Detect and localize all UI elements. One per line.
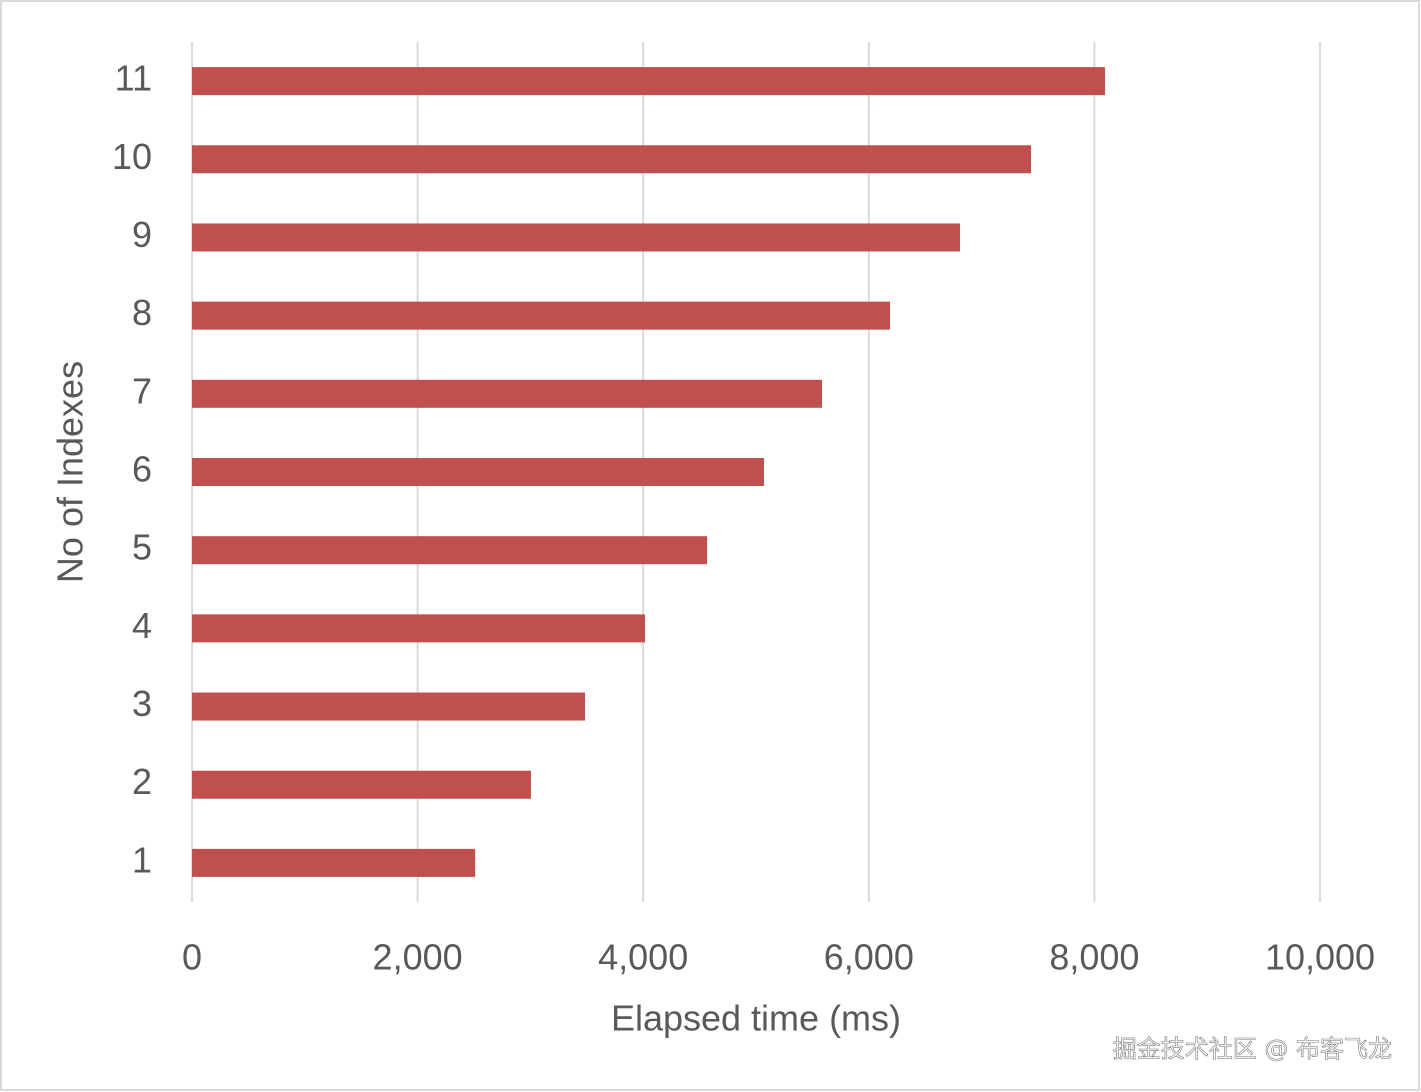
bar xyxy=(192,770,531,799)
x-tick-label: 8,000 xyxy=(1049,937,1139,978)
x-tick-label: 0 xyxy=(182,937,202,978)
bar xyxy=(192,223,961,252)
bar xyxy=(192,848,476,877)
x-tick-label: 4,000 xyxy=(598,937,688,978)
bar xyxy=(192,614,646,643)
bar xyxy=(192,458,765,486)
bar xyxy=(192,67,1106,96)
bar xyxy=(192,692,585,721)
bar xyxy=(192,536,708,565)
y-tick-label: 2 xyxy=(132,761,152,802)
y-tick-label: 3 xyxy=(132,683,152,724)
y-tick-label: 4 xyxy=(132,605,152,646)
bar xyxy=(192,379,822,408)
x-axis-title: Elapsed time (ms) xyxy=(611,998,901,1039)
y-tick-label: 7 xyxy=(132,370,152,411)
x-tick-label: 10,000 xyxy=(1265,937,1375,978)
y-tick-label: 10 xyxy=(112,136,152,177)
bar xyxy=(192,301,891,330)
y-tick-label: 1 xyxy=(132,839,152,880)
y-tick-label: 9 xyxy=(132,214,152,255)
y-tick-label: 11 xyxy=(115,58,152,99)
x-tick-label: 2,000 xyxy=(373,937,463,978)
y-tick-label: 6 xyxy=(132,449,152,490)
y-tick-label: 5 xyxy=(132,527,152,568)
watermark: 掘金技术社区 @ 布客飞龙 xyxy=(1113,1035,1392,1063)
y-tick-label: 8 xyxy=(132,292,152,333)
bar xyxy=(192,145,1032,174)
x-tick-label: 6,000 xyxy=(824,937,914,978)
y-axis-title: No of Indexes xyxy=(50,361,91,583)
